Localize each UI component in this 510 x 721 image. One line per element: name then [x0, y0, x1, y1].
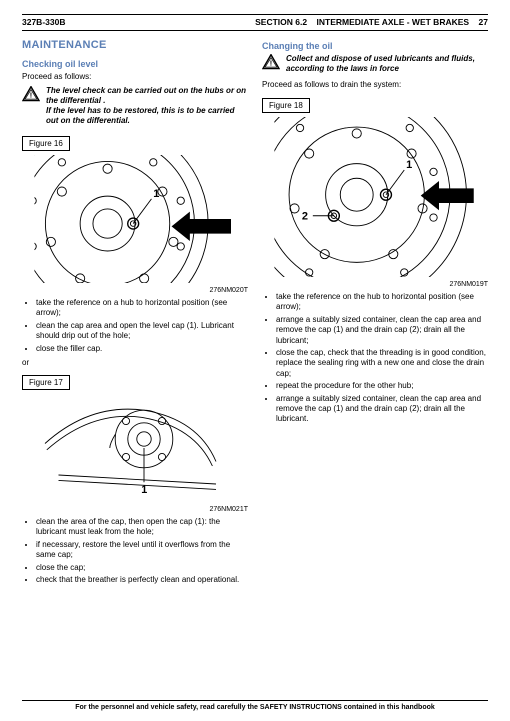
svg-text:!: !	[270, 59, 272, 68]
warning-right-text: Collect and dispose of used lubricants a…	[286, 54, 488, 74]
figure-16-code: 276NM020T	[22, 287, 248, 294]
heading-maintenance: MAINTENANCE	[22, 39, 248, 51]
list-item: if necessary, restore the level until it…	[36, 540, 248, 561]
right-column: Changing the oil ! Collect and dispose o…	[262, 39, 488, 589]
list-item: take the reference on a hub to horizonta…	[36, 298, 248, 319]
figure-18-code: 276NM019T	[262, 281, 488, 288]
list-item: clean the cap area and open the level ca…	[36, 321, 248, 342]
figure-17-code: 276NM021T	[22, 506, 248, 513]
list-item: check that the breather is perfectly cle…	[36, 575, 248, 585]
svg-text:1: 1	[153, 188, 159, 200]
warning-left-text: The level check can be carried out on th…	[46, 86, 248, 126]
figure-16-label: Figure 16	[22, 136, 70, 151]
main-columns: MAINTENANCE Checking oil level Proceed a…	[22, 39, 488, 589]
list-item: close the cap;	[36, 563, 248, 573]
header-section-title: INTERMEDIATE AXLE - WET BRAKES	[317, 17, 470, 27]
figure-18: 1 2	[262, 117, 488, 279]
list-item: arrange a suitably sized container, clea…	[276, 315, 488, 346]
bullets-fig18: take the reference on the hub to horizon…	[262, 292, 488, 425]
bullets-fig16: take the reference on a hub to horizonta…	[22, 298, 248, 354]
heading-check-oil: Checking oil level	[22, 59, 248, 69]
or-label: or	[22, 358, 248, 367]
list-item: repeat the procedure for the other hub;	[276, 381, 488, 391]
proceed-text-left: Proceed as follows:	[22, 72, 248, 82]
figure-17-label: Figure 17	[22, 375, 70, 390]
figure-18-label: Figure 18	[262, 98, 310, 113]
header-rule-top	[22, 14, 488, 15]
list-item: clean the area of the cap, then open the…	[36, 517, 248, 538]
warning-triangle-icon: !	[262, 54, 280, 70]
svg-text:2: 2	[302, 210, 308, 222]
warning-triangle-icon: !	[22, 86, 40, 102]
header: 327B-330B SECTION 6.2 INTERMEDIATE AXLE …	[22, 17, 488, 31]
header-section-label: SECTION 6.2	[255, 17, 307, 27]
header-model: 327B-330B	[22, 17, 65, 27]
left-column: MAINTENANCE Checking oil level Proceed a…	[22, 39, 248, 589]
list-item: arrange a suitably sized container, clea…	[276, 394, 488, 425]
list-item: close the filler cap.	[36, 344, 248, 354]
list-item: take the reference on the hub to horizon…	[276, 292, 488, 313]
bullets-fig17: clean the area of the cap, then open the…	[22, 517, 248, 585]
svg-text:1: 1	[141, 484, 147, 496]
header-section: SECTION 6.2 INTERMEDIATE AXLE - WET BRAK…	[255, 17, 488, 27]
figure-17: 1	[22, 394, 248, 504]
footer-safety: For the personnel and vehicle safety, re…	[22, 700, 488, 711]
warning-left: ! The level check can be carried out on …	[22, 86, 248, 126]
proceed-text-right: Proceed as follows to drain the system:	[262, 80, 488, 90]
svg-text:!: !	[30, 91, 32, 100]
figure-16: 1	[22, 155, 248, 285]
svg-text:1: 1	[406, 159, 412, 171]
header-page: 27	[479, 17, 488, 27]
warning-right: ! Collect and dispose of used lubricants…	[262, 54, 488, 74]
list-item: close the cap, check that the threading …	[276, 348, 488, 379]
heading-changing-oil: Changing the oil	[262, 41, 488, 51]
